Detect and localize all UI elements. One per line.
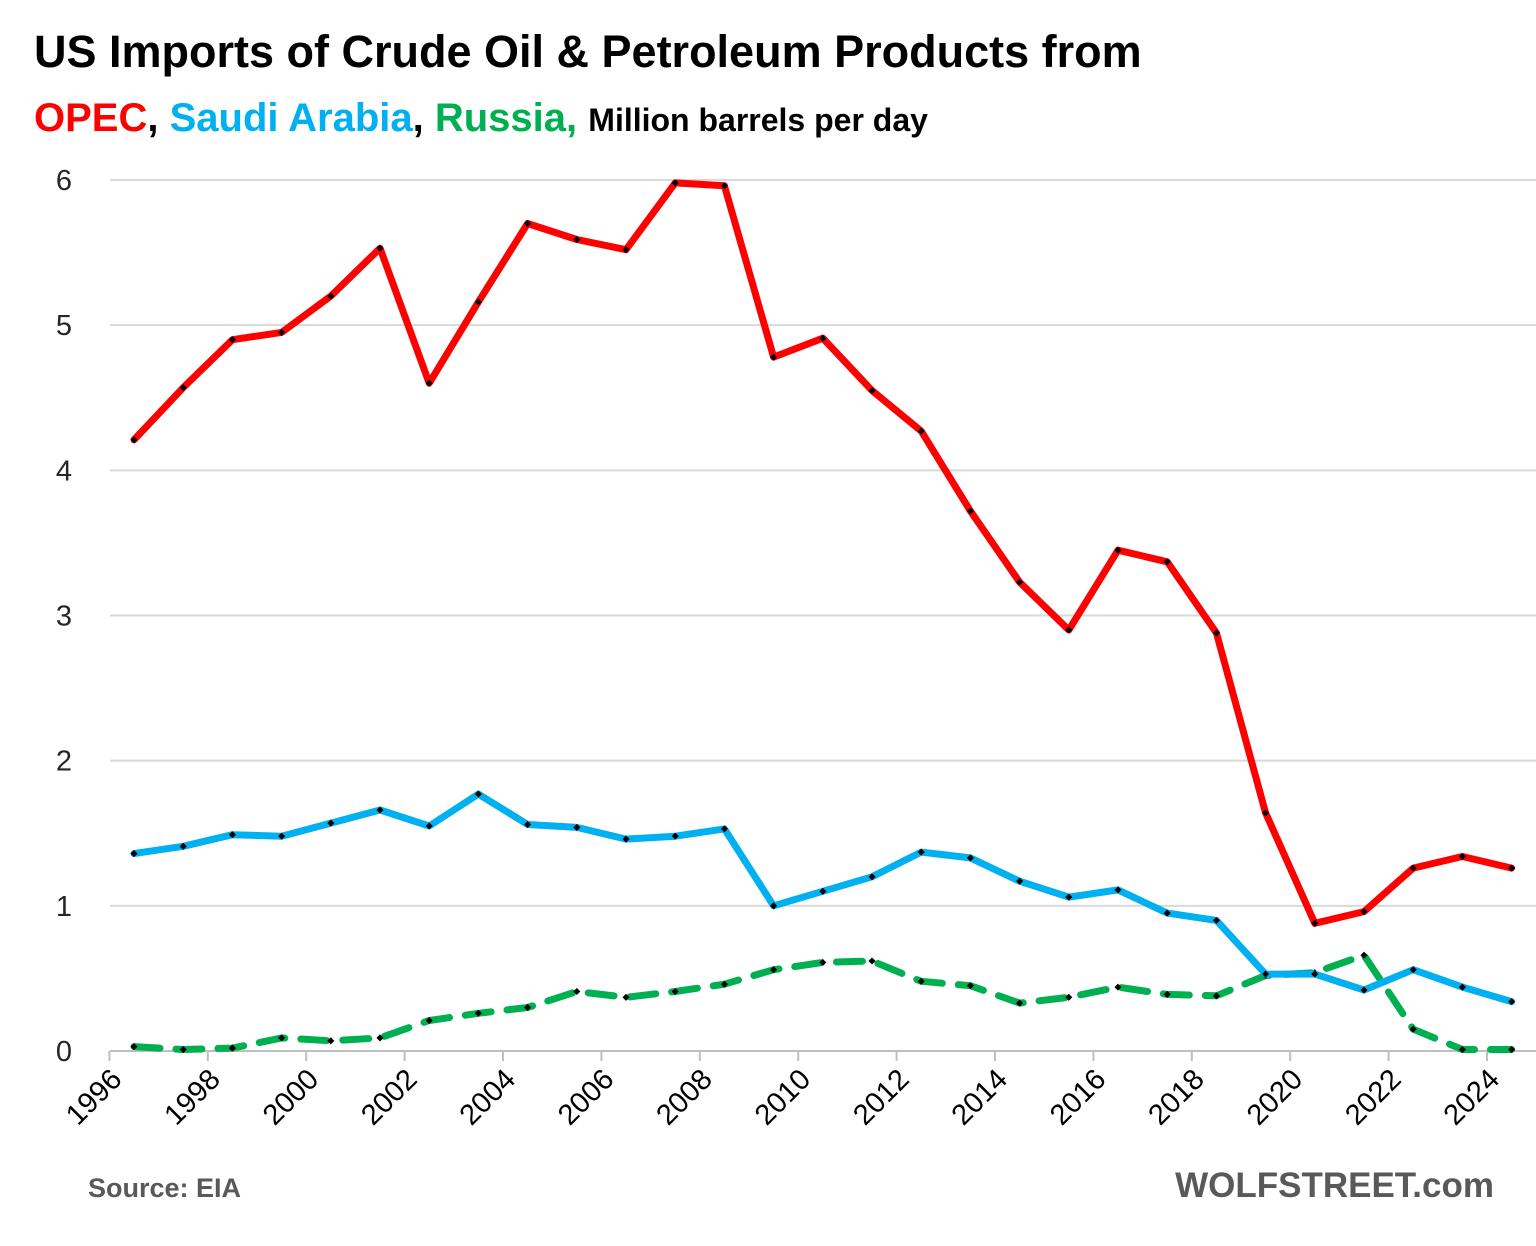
data-point-opec: [228, 336, 236, 344]
data-point-opec: [278, 328, 286, 336]
x-tick-label: 2016: [1044, 1063, 1112, 1131]
x-tick-label: 1998: [159, 1063, 227, 1131]
x-tick-label: 2008: [651, 1063, 719, 1131]
data-point-opec: [524, 220, 532, 228]
series-line-russia: [130, 951, 1516, 1053]
x-tick-label: 1996: [60, 1063, 128, 1131]
x-tick-label: 2018: [1143, 1063, 1211, 1131]
legend-separator: ,: [147, 96, 170, 140]
x-tick-label: 2020: [1241, 1063, 1309, 1131]
data-point-russia: [622, 993, 630, 1001]
y-axis-ticks: 0 1 2 3 4 5 6: [56, 165, 72, 1068]
data-point-russia: [720, 980, 728, 988]
data-point-russia: [770, 966, 778, 974]
data-point-saudi-arabia: [474, 790, 482, 798]
data-point-saudi-arabia: [966, 854, 974, 862]
data-point-saudi-arabia: [278, 832, 286, 840]
data-point-russia: [474, 1009, 482, 1017]
data-point-saudi-arabia: [671, 832, 679, 840]
data-point-russia: [819, 958, 827, 966]
series-lines: [130, 179, 1516, 1054]
data-point-russia: [671, 987, 679, 996]
data-point-opec: [130, 436, 138, 444]
y-tick-label: 6: [56, 165, 72, 197]
data-point-saudi-arabia: [770, 902, 778, 910]
y-tick-label: 0: [56, 1036, 72, 1068]
chart-title: US Imports of Crude Oil & Petroleum Prod…: [34, 26, 1142, 77]
y-tick-label: 4: [56, 455, 72, 487]
data-point-opec: [1016, 578, 1024, 586]
data-point-saudi-arabia: [720, 825, 728, 833]
x-tick-label: 2010: [749, 1063, 817, 1131]
data-point-russia: [573, 987, 581, 996]
x-tick-label: 2022: [1339, 1063, 1407, 1131]
data-point-saudi-arabia: [868, 873, 876, 881]
x-tick-label: 2000: [257, 1063, 325, 1131]
data-point-opec: [622, 246, 630, 254]
legend-russia: Russia,: [434, 96, 578, 140]
legend-separator: ,: [412, 96, 435, 140]
data-point-opec: [770, 353, 778, 361]
brand-watermark: WOLFSTREET.com: [1175, 1166, 1494, 1205]
data-point-saudi-arabia: [1016, 877, 1024, 885]
legend-opec: OPEC: [34, 96, 148, 140]
data-point-saudi-arabia: [425, 822, 433, 830]
data-point-opec: [425, 379, 433, 387]
data-point-saudi-arabia: [327, 819, 335, 827]
data-point-saudi-arabia: [179, 842, 187, 850]
data-point-opec: [917, 427, 925, 435]
data-point-russia: [966, 982, 974, 990]
data-point-saudi-arabia: [228, 831, 236, 839]
y-tick-label: 5: [56, 310, 72, 342]
data-point-opec: [179, 384, 187, 392]
source-note: Source: EIA: [88, 1173, 242, 1203]
x-tick-label: 2002: [355, 1063, 423, 1131]
data-point-opec: [868, 386, 876, 395]
data-point-opec: [376, 244, 384, 252]
data-point-saudi-arabia: [130, 850, 138, 858]
legend-saudi-arabia: Saudi Arabia: [169, 96, 413, 140]
x-tick-label: 2004: [454, 1063, 522, 1131]
data-point-opec: [819, 334, 827, 342]
data-point-opec: [327, 292, 335, 300]
data-point-saudi-arabia: [376, 806, 384, 814]
x-tick-label: 2012: [847, 1063, 915, 1131]
data-point-saudi-arabia: [819, 887, 827, 895]
x-axis-ticks: 1996 1998 2000 2002 2004 2006 2008 2010 2012 2014…: [60, 1063, 1506, 1131]
unit-label: Million barrels per day: [588, 102, 928, 138]
x-tick-label: 2014: [946, 1063, 1014, 1131]
data-point-saudi-arabia: [524, 821, 532, 829]
y-tick-label: 2: [56, 746, 72, 778]
data-point-saudi-arabia: [917, 848, 925, 856]
series-line-opec: [130, 179, 1516, 927]
chart-subtitle: OPEC, Saudi Arabia, Russia, Million barr…: [34, 96, 928, 141]
data-point-russia: [524, 1003, 532, 1011]
data-point-opec: [720, 182, 728, 190]
x-tick-label: 2006: [552, 1063, 620, 1131]
y-tick-label: 3: [56, 601, 72, 633]
data-point-saudi-arabia: [622, 835, 630, 843]
data-point-opec: [573, 235, 581, 244]
y-tick-label: 1: [56, 891, 72, 923]
data-point-russia: [917, 977, 925, 985]
data-point-russia: [425, 1016, 433, 1025]
gridlines: [110, 179, 1536, 907]
data-point-russia: [1016, 999, 1024, 1007]
data-point-russia: [868, 957, 876, 965]
data-point-opec: [474, 298, 482, 306]
x-tick-label: 2024: [1438, 1063, 1506, 1131]
data-point-opec: [671, 179, 679, 187]
x-axis: [108, 1050, 1536, 1061]
data-point-saudi-arabia: [573, 823, 581, 831]
